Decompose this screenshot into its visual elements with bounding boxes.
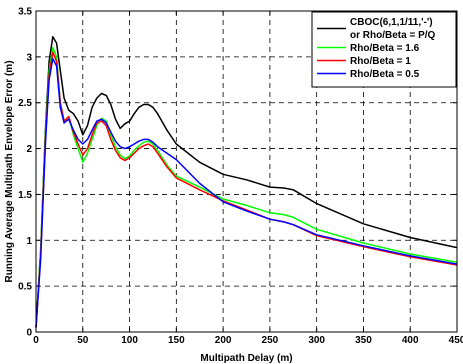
x-tick-label: 200 — [215, 335, 232, 346]
y-tick-label: 3.5 — [18, 7, 32, 18]
x-tick-label: 50 — [77, 335, 89, 346]
y-tick-label: 3 — [26, 52, 32, 63]
legend: CBOC(6,1,1/11,'-') or Rho/Beta = P/Q Rho/B… — [311, 11, 457, 88]
series-line-3 — [35, 57, 458, 328]
y-tick-label: 0 — [26, 328, 32, 339]
y-tick-label: 1 — [26, 236, 32, 247]
y-tick-label: 2.5 — [18, 98, 32, 109]
series-line-0 — [35, 35, 458, 328]
y-axis-label: Running Average Multipath Envelope Error… — [4, 60, 15, 282]
x-tick-label: 150 — [168, 335, 185, 346]
grid — [36, 11, 457, 332]
y-tick-label: 2 — [26, 144, 32, 155]
x-tick-label: 400 — [402, 335, 419, 346]
x-tick-label: 300 — [308, 335, 325, 346]
x-tick-label: 350 — [355, 335, 372, 346]
series-layer — [35, 35, 458, 328]
legend-label-3: Rho/Beta = 0.5 — [350, 69, 420, 80]
x-tick-label: 450 — [449, 335, 463, 346]
x-axis-label: Multipath Delay (m) — [200, 353, 292, 364]
series-line-1 — [35, 46, 458, 328]
y-tick-label: 1.5 — [18, 190, 32, 201]
legend-box — [311, 11, 457, 88]
legend-label-0: CBOC(6,1,1/11,'-') — [350, 17, 433, 28]
plot-frame — [35, 10, 458, 333]
x-tick-label: 100 — [121, 335, 138, 346]
legend-label-0-line2: or Rho/Beta = P/Q — [350, 30, 436, 41]
x-tick-label: 0 — [33, 335, 39, 346]
legend-label-1: Rho/Beta = 1.6 — [350, 43, 420, 54]
legend-label-2: Rho/Beta = 1 — [350, 56, 411, 67]
y-tick-label: 0.5 — [18, 282, 32, 293]
x-tick-label: 250 — [262, 335, 279, 346]
